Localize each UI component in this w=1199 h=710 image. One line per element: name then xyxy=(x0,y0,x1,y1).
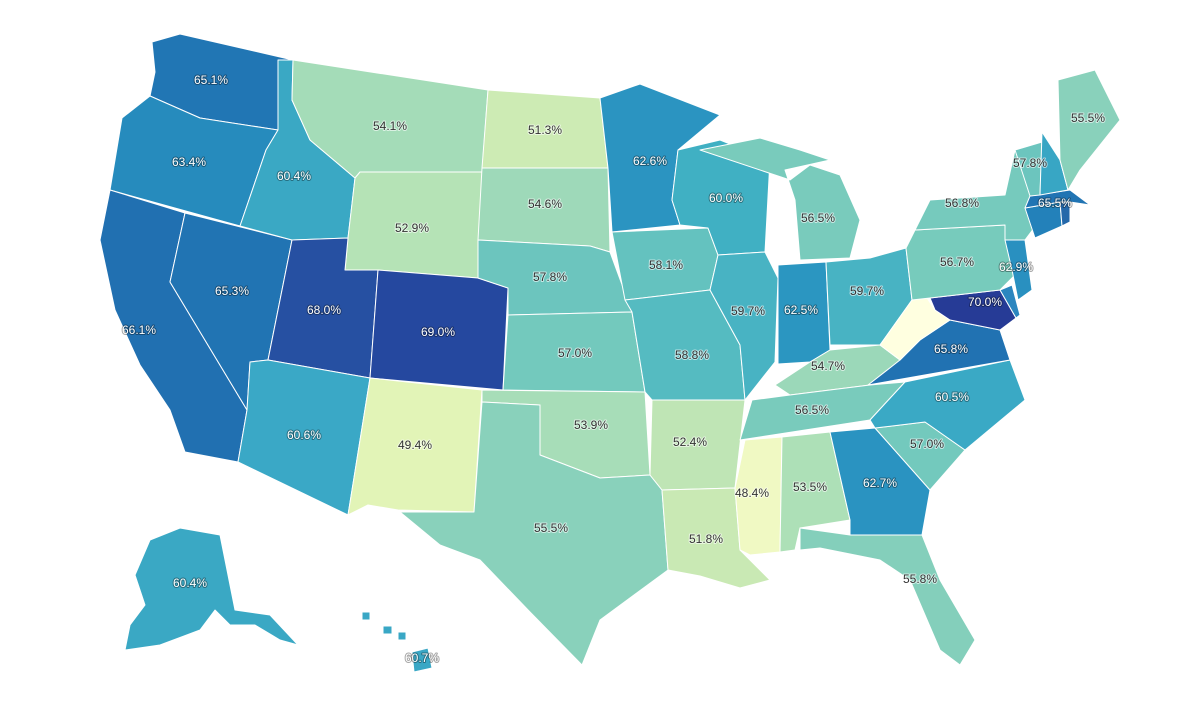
state-label-va: 65.8% xyxy=(934,342,968,356)
state-label-nd: 51.3% xyxy=(528,123,562,137)
state-label-md: 70.0% xyxy=(968,295,1002,309)
state-label-la: 51.8% xyxy=(689,532,723,546)
state-label-sc: 57.0% xyxy=(910,437,944,451)
state-label-vt: 57.8% xyxy=(1013,156,1047,170)
state-label-oh: 59.7% xyxy=(850,284,884,298)
state-label-ne: 57.8% xyxy=(533,270,567,284)
state-label-nm: 49.4% xyxy=(398,438,432,452)
state-co[interactable] xyxy=(369,269,509,391)
state-label-ga: 62.7% xyxy=(863,476,897,490)
state-label-ma: 65.5% xyxy=(1038,196,1072,210)
state-label-ky: 54.7% xyxy=(811,359,845,373)
state-il[interactable] xyxy=(709,251,779,401)
state-label-me: 55.5% xyxy=(1071,111,1105,125)
state-label-mi: 56.5% xyxy=(801,211,835,225)
state-label-mo: 58.8% xyxy=(675,348,709,362)
state-hi[interactable] xyxy=(361,611,433,673)
state-me[interactable] xyxy=(1057,69,1121,191)
state-label-sd: 54.6% xyxy=(528,197,562,211)
state-nc[interactable] xyxy=(869,359,1026,451)
state-label-nj: 62.9% xyxy=(999,260,1033,274)
state-label-wy: 52.9% xyxy=(395,221,429,235)
state-tx[interactable] xyxy=(399,401,669,666)
state-label-mt: 54.1% xyxy=(373,119,407,133)
state-label-ak: 60.4% xyxy=(173,576,207,590)
state-label-ia: 58.1% xyxy=(649,258,683,272)
state-label-ar: 52.4% xyxy=(673,435,707,449)
state-label-wa: 65.1% xyxy=(194,73,228,87)
state-label-tn: 56.5% xyxy=(795,403,829,417)
state-label-in: 62.5% xyxy=(784,303,818,317)
state-label-mn: 62.6% xyxy=(633,154,667,168)
state-label-fl: 55.8% xyxy=(903,572,937,586)
state-label-co: 69.0% xyxy=(421,325,455,339)
state-label-pa: 56.7% xyxy=(940,255,974,269)
state-label-ok: 53.9% xyxy=(574,418,608,432)
state-de[interactable] xyxy=(999,284,1021,319)
state-fl[interactable] xyxy=(799,527,976,666)
state-label-ms: 48.4% xyxy=(735,486,769,500)
state-label-wi: 60.0% xyxy=(709,191,743,205)
state-label-nv: 65.3% xyxy=(215,284,249,298)
state-label-tx: 55.5% xyxy=(534,521,568,535)
state-ak[interactable] xyxy=(124,527,299,651)
state-label-nc: 60.5% xyxy=(935,390,969,404)
state-label-ks: 57.0% xyxy=(558,346,592,360)
state-mi[interactable] xyxy=(699,137,861,261)
state-label-ny: 56.8% xyxy=(945,196,979,210)
state-label-al: 53.5% xyxy=(793,480,827,494)
state-label-az: 60.6% xyxy=(287,428,321,442)
state-label-ut: 68.0% xyxy=(307,303,341,317)
state-label-ca: 66.1% xyxy=(122,323,156,337)
state-label-or: 63.4% xyxy=(172,155,206,169)
state-label-hi: 60.7% xyxy=(405,651,439,665)
state-label-id: 60.4% xyxy=(277,169,311,183)
state-label-il: 59.7% xyxy=(731,304,765,318)
